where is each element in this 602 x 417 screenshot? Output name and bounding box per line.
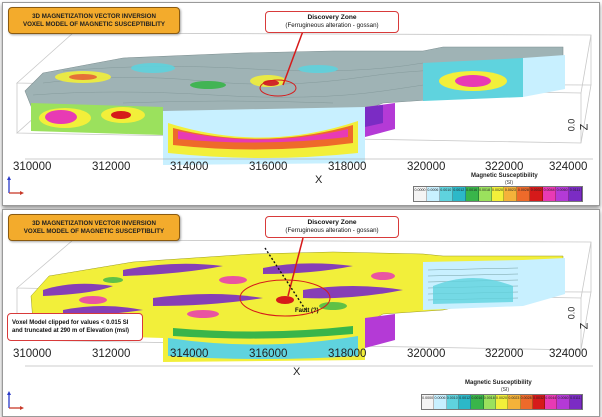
panel-title-box: 3D MAGNETIZATION VECTOR INVERSION VOXEL … [8, 7, 180, 34]
legend-swatch: 0.0023 [508, 395, 521, 409]
axis-triad-icon [7, 176, 24, 195]
legend-swatch: 0.0060 [556, 187, 570, 201]
legend-value-label: 0.0020 [491, 188, 503, 192]
axis-triad-icon [7, 391, 24, 410]
x-tick-label: 318000 [328, 348, 367, 360]
title-line-1: 3D MAGNETIZATION VECTOR INVERSION [32, 220, 156, 227]
legend-swatch: 0.0016 [471, 395, 484, 409]
legend-swatch: 0.0044 [545, 395, 558, 409]
legend-value-label: 0.0023 [504, 188, 516, 192]
title-line-1: 3D MAGNETIZATION VECTOR INVERSION [32, 13, 156, 20]
legend-swatch: 0.0032 [532, 395, 546, 409]
legend-value-label: 0.0028 [517, 188, 529, 192]
legend-value-label: 0.0044 [545, 396, 557, 400]
legend-swatch: 0.0044 [543, 187, 557, 201]
legend-units: (SI) [501, 387, 510, 393]
legend-value-label: 0.0020 [496, 396, 508, 400]
legend-value-label: 0.0018 [479, 188, 491, 192]
legend-color-bar: 0.0000 0.0006 0.0010 0.0012 0.0016 0.0018 0.00… [413, 186, 583, 202]
title-line-2: VOXEL MODEL OF MAGNETIC SUSCEPTIBILITY [22, 21, 166, 28]
z-tick-label: 0.0 [566, 118, 577, 132]
callout-title: Discovery Zone [307, 14, 357, 21]
legend-swatch: 0.0010 [446, 395, 459, 409]
top-panel: 3D MAGNETIZATION VECTOR INVERSION VOXEL … [2, 2, 600, 206]
legend-value-label: 0.0006 [427, 188, 439, 192]
x-tick-label: 314000 [170, 161, 209, 173]
legend-title: Magnetic Susceptibility [471, 173, 538, 179]
z-axis-label: Z [578, 322, 591, 330]
legend-value-label: 0.0016 [471, 396, 483, 400]
legend-value-label: 0.0010 [446, 396, 458, 400]
legend-swatch: 0.0006 [434, 395, 447, 409]
z-axis-label: Z [578, 123, 591, 131]
x-tick-label: 310000 [13, 348, 52, 360]
x-tick-label: 316000 [249, 161, 288, 173]
title-line-2: VOXEL MODEL OF MAGNETIC SUSCEPTIBLITY [23, 228, 165, 235]
legend-swatch: 0.0012 [458, 395, 472, 409]
x-tick-label: 312000 [92, 348, 131, 360]
x-tick-label: 316000 [249, 348, 288, 360]
legend-value-label: 0.0032 [530, 188, 542, 192]
x-tick-label: 322000 [485, 161, 524, 173]
legend-value-label: 0.0044 [543, 188, 555, 192]
legend-swatch: 0.0060 [557, 395, 570, 409]
x-tick-label: 314000 [170, 348, 209, 360]
legend-swatch: 0.0006 [426, 187, 440, 201]
legend-value-label: 0.0018 [483, 396, 495, 400]
legend-swatch: 0.0111 [569, 395, 583, 409]
discovery-zone-callout: Discovery Zone (Ferrugineous alteration … [265, 11, 399, 33]
legend-swatch: 0.0111 [569, 187, 582, 201]
legend-swatch: 0.0020 [495, 395, 509, 409]
legend-value-label: 0.0012 [459, 396, 471, 400]
legend-title: Magnetic Susceptibility [465, 380, 532, 386]
clip-note-box: Voxel Model clipped for values < 0.015 S… [7, 313, 143, 341]
legend-value-label: 0.0012 [453, 188, 465, 192]
discovery-zone-callout: Discovery Zone (Ferrugineous alteration … [265, 216, 399, 238]
x-tick-label: 310000 [13, 161, 52, 173]
legend-value-label: 0.0111 [569, 188, 581, 192]
fault-label: Fault (?) [295, 308, 319, 314]
legend-value-label: 0.0000 [422, 396, 434, 400]
callout-title: Discovery Zone [307, 219, 357, 226]
legend-swatch: 0.0032 [530, 187, 544, 201]
x-axis-label: X [315, 174, 323, 186]
legend-color-bar: 0.0000 0.0006 0.0010 0.0012 0.0016 0.0018 0.00… [421, 394, 583, 410]
legend-value-label: 0.0060 [556, 188, 568, 192]
legend-value-label: 0.0032 [532, 396, 544, 400]
x-tick-label: 312000 [92, 161, 131, 173]
legend-swatch: 0.0028 [520, 395, 533, 409]
legend-swatch: 0.0018 [483, 395, 496, 409]
legend-swatch: 0.0020 [491, 187, 505, 201]
callout-subtitle: (Ferrugineous alteration - gossan) [285, 227, 379, 234]
legend-swatch: 0.0012 [452, 187, 466, 201]
legend-value-label: 0.0006 [434, 396, 446, 400]
legend-swatch: 0.0016 [465, 187, 479, 201]
panel-title-box: 3D MAGNETIZATION VECTOR INVERSION VOXEL … [8, 214, 180, 241]
legend-value-label: 0.0000 [414, 188, 426, 192]
x-tick-label: 320000 [407, 161, 446, 173]
legend-value-label: 0.0111 [570, 396, 581, 400]
legend-swatch: 0.0018 [478, 187, 492, 201]
legend-swatch: 0.0010 [439, 187, 453, 201]
x-tick-label: 322000 [485, 348, 524, 360]
legend-value-label: 0.0023 [508, 396, 520, 400]
legend-swatch: 0.0028 [517, 187, 531, 201]
legend-value-label: 0.0010 [440, 188, 452, 192]
legend-swatch: 0.0000 [422, 395, 435, 409]
legend-units: (SI) [505, 180, 514, 186]
legend-value-label: 0.0016 [466, 188, 478, 192]
legend-swatch: 0.0023 [504, 187, 518, 201]
callout-subtitle: (Ferrugineous alteration - gossan) [285, 22, 379, 29]
x-tick-label: 324000 [549, 348, 588, 360]
legend-swatch: 0.0000 [414, 187, 427, 201]
z-tick-label: 0.0 [566, 306, 577, 320]
legend-value-label: 0.0028 [520, 396, 532, 400]
voxel-model-view[interactable] [3, 3, 599, 205]
bottom-panel: 3D MAGNETIZATION VECTOR INVERSION VOXEL … [2, 209, 600, 417]
x-tick-label: 324000 [549, 161, 588, 173]
x-axis-label: X [293, 366, 301, 378]
x-tick-label: 318000 [328, 161, 367, 173]
legend-value-label: 0.0060 [557, 396, 569, 400]
x-tick-label: 320000 [407, 348, 446, 360]
